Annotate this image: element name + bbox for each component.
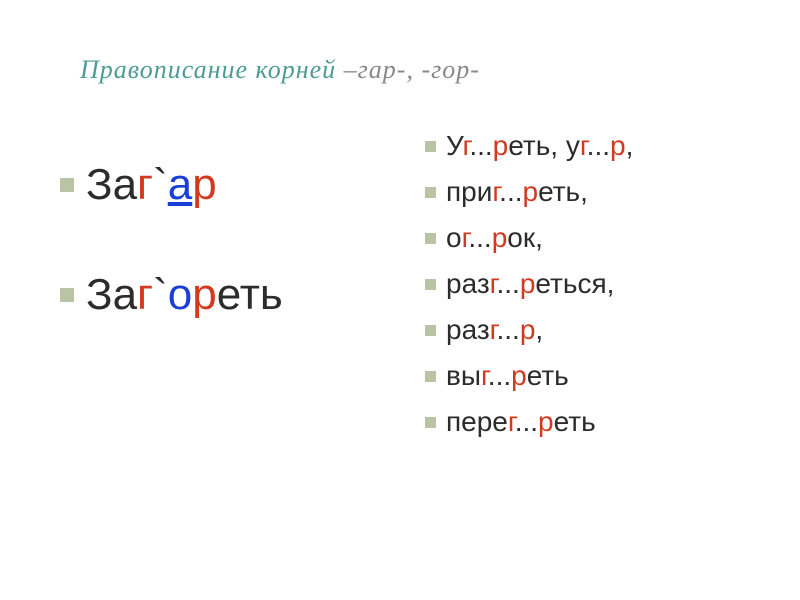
text-part: еть, у <box>508 130 580 161</box>
text-part: , <box>535 314 543 345</box>
slide-title: Правописание корней –гар-, -гор- <box>80 55 480 85</box>
text-part: р <box>192 160 216 209</box>
example-text: Заг`ар <box>86 160 217 210</box>
exercise-item: разг...р, <box>425 314 633 346</box>
bullet-icon <box>425 233 436 244</box>
text-part: ... <box>515 406 538 437</box>
bullet-icon <box>425 417 436 428</box>
text-part: ... <box>488 360 511 391</box>
exercise-item: приг...реть, <box>425 176 633 208</box>
text-part: р <box>538 406 554 437</box>
exercise-text: ог...рок, <box>446 222 543 254</box>
bullet-icon <box>425 325 436 336</box>
exercises-column: Уг...реть, уг...р,приг...реть,ог...рок,р… <box>425 130 633 452</box>
text-part: ... <box>499 176 522 207</box>
exercise-text: выг...реть <box>446 360 569 392</box>
exercise-item: выг...реть <box>425 360 633 392</box>
text-part: ... <box>587 130 610 161</box>
text-part: а <box>168 160 192 209</box>
text-part: ... <box>496 314 519 345</box>
exercise-text: разг...реться, <box>446 268 614 300</box>
text-part: о <box>446 222 462 253</box>
text-part: ... <box>496 268 519 299</box>
text-part: г <box>137 160 153 209</box>
example-item: Заг`ореть <box>60 270 283 320</box>
text-part: раз <box>446 268 490 299</box>
bullet-icon <box>60 288 74 302</box>
exercise-item: разг...реться, <box>425 268 633 300</box>
text-part: еть <box>554 406 596 437</box>
text-part: г <box>481 360 488 391</box>
example-text: Заг`ореть <box>86 270 283 320</box>
text-part: пере <box>446 406 508 437</box>
text-part: –гар-, -гор- <box>344 55 480 84</box>
text-part: Правописание корней <box>80 55 344 84</box>
text-part: р <box>520 314 536 345</box>
text-part: вы <box>446 360 481 391</box>
text-part: ок, <box>507 222 543 253</box>
text-part: ` <box>153 160 168 209</box>
examples-column: Заг`арЗаг`ореть <box>60 160 283 380</box>
bullet-icon <box>425 371 436 382</box>
text-part: р <box>492 222 508 253</box>
bullet-icon <box>425 279 436 290</box>
text-part: ... <box>468 222 491 253</box>
text-part: р <box>520 268 536 299</box>
exercise-item: Уг...реть, уг...р, <box>425 130 633 162</box>
text-part: р <box>192 270 216 319</box>
exercise-text: разг...р, <box>446 314 543 346</box>
text-part: р <box>610 130 626 161</box>
text-part: р <box>523 176 539 207</box>
text-part: У <box>446 130 463 161</box>
text-part: еться, <box>535 268 614 299</box>
text-part: еть <box>527 360 569 391</box>
bullet-icon <box>425 187 436 198</box>
exercise-text: Уг...реть, уг...р, <box>446 130 633 162</box>
text-part: ` <box>153 270 168 319</box>
text-part: ... <box>469 130 492 161</box>
bullet-icon <box>425 141 436 152</box>
exercise-text: приг...реть, <box>446 176 588 208</box>
text-part: г <box>137 270 153 319</box>
example-item: Заг`ар <box>60 160 283 210</box>
text-part: при <box>446 176 492 207</box>
text-part: За <box>86 270 137 319</box>
exercise-item: ог...рок, <box>425 222 633 254</box>
text-part: р <box>493 130 509 161</box>
text-part: еть, <box>538 176 588 207</box>
text-part: За <box>86 160 137 209</box>
bullet-icon <box>60 178 74 192</box>
text-part: о <box>168 270 192 319</box>
text-part: г <box>580 130 587 161</box>
text-part: раз <box>446 314 490 345</box>
text-part: р <box>511 360 527 391</box>
exercise-text: перег...реть <box>446 406 596 438</box>
text-part: еть <box>217 270 283 319</box>
text-part: , <box>626 130 634 161</box>
exercise-item: перег...реть <box>425 406 633 438</box>
text-part: г <box>508 406 515 437</box>
